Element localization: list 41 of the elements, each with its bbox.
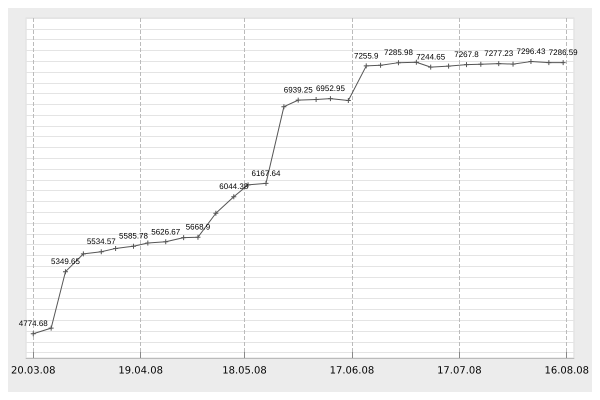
point [327, 96, 334, 102]
point [230, 194, 237, 200]
x-tick-label: 17.06.08 [330, 366, 374, 376]
point [395, 60, 402, 66]
point [413, 59, 420, 66]
point [428, 64, 434, 70]
data-label: 6939.25 [284, 86, 314, 95]
point [180, 234, 187, 241]
data-label: 7244.65 [416, 52, 446, 62]
point [378, 62, 384, 68]
point [212, 210, 219, 216]
point [478, 61, 484, 68]
point [48, 325, 54, 332]
point [98, 248, 104, 255]
x-tick-label: 18.05.08 [222, 366, 267, 376]
point [62, 268, 68, 275]
x-tick-label: 19.04.08 [118, 366, 163, 376]
data-label: 5626.67 [151, 227, 181, 236]
point [363, 62, 370, 69]
point [80, 250, 86, 257]
data-label: 7286.59 [548, 48, 578, 58]
point [295, 97, 302, 104]
data-label: 7296.43 [516, 47, 546, 56]
point [280, 104, 287, 110]
point [496, 60, 502, 67]
point [510, 61, 516, 68]
x-tick-label: 17.07.08 [437, 366, 482, 376]
data-label: 5585.78 [119, 232, 149, 241]
data-label: 7267.8 [454, 50, 480, 60]
x-tick-label: 20.03.08 [10, 366, 56, 376]
x-tick-label: 16.08.08 [544, 366, 590, 376]
point [446, 63, 452, 70]
data-label: 7285.98 [384, 48, 414, 58]
point [194, 234, 201, 240]
data-label: 6952.95 [316, 84, 346, 94]
data-label: 5534.57 [86, 237, 116, 246]
data-label: 4774.68 [18, 319, 48, 328]
point [546, 60, 552, 66]
data-label: 7255.9 [354, 51, 380, 60]
point [162, 238, 169, 245]
data-label: 7277.23 [484, 49, 514, 58]
